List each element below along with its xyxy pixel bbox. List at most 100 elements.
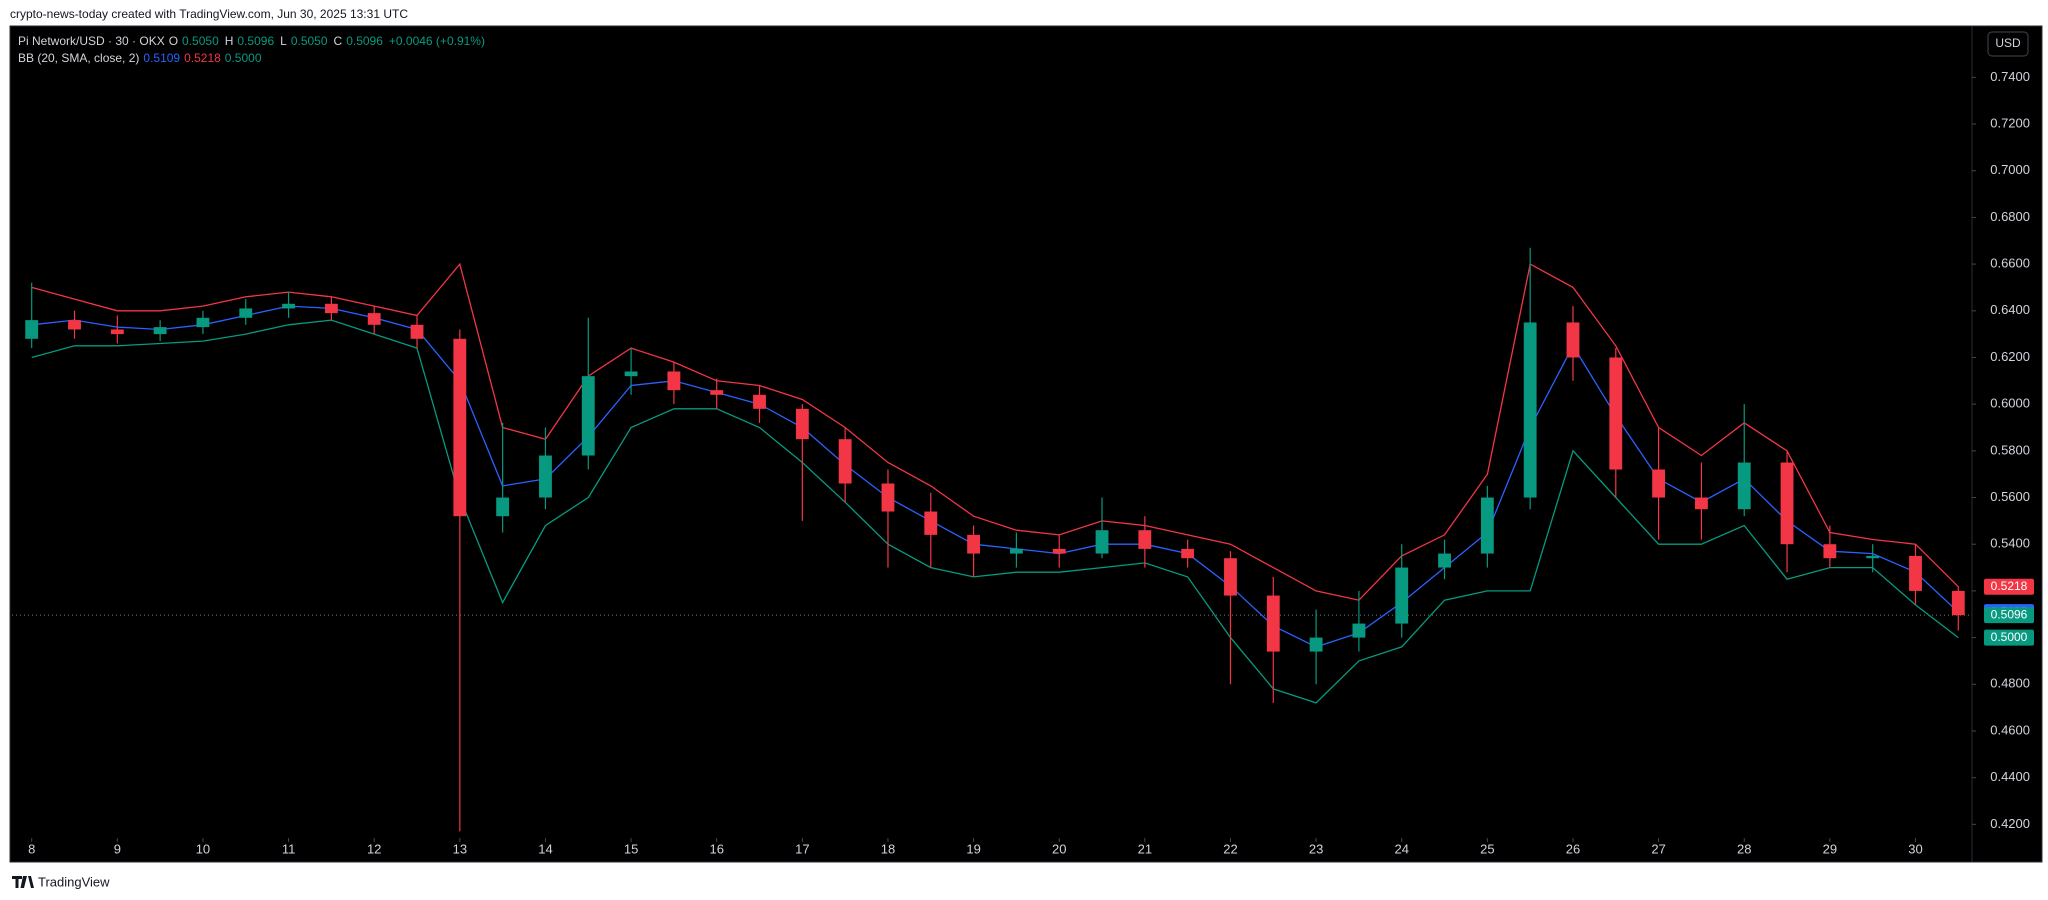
candle-body: [1823, 544, 1837, 559]
candle-body: [1309, 637, 1323, 652]
x-tick-label: 15: [624, 841, 638, 856]
candle-body: [410, 324, 424, 339]
y-tick-label: 0.4400: [1990, 769, 2030, 784]
price-tag: [1984, 578, 2034, 595]
candle-body: [25, 320, 39, 339]
candle-body: [68, 320, 81, 330]
candle-body: [1951, 590, 1965, 616]
chart-frame: [9, 25, 2043, 863]
legend-row: Pi Network/USD · 30 · OKX O 0.5050 H 0.5096 L…: [18, 33, 491, 50]
candle-body: [1609, 357, 1623, 470]
candle-body: [753, 394, 766, 409]
band-middle: [31, 305, 1959, 648]
candle-body: [539, 455, 552, 498]
price-tag-label: 0.5218: [1991, 579, 2028, 593]
candle-body: [1566, 322, 1580, 358]
x-tick-label: 17: [795, 841, 809, 856]
candle-body: [881, 483, 895, 512]
candle-body: [1095, 530, 1109, 554]
candle-body: [324, 303, 338, 314]
candle-body: [196, 317, 210, 328]
y-tick-label: 0.7000: [1990, 162, 2030, 177]
price-tag-label: 0.5096: [1991, 607, 2028, 621]
x-tick-label: 23: [1309, 841, 1323, 856]
ohlc-value: 0.5096: [346, 34, 383, 48]
candle-body: [838, 439, 852, 484]
x-tick-label: 13: [453, 841, 467, 856]
candle-body: [1395, 567, 1409, 624]
legend: Pi Network/USD · 30 · OKX O 0.5050 H 0.5096 L…: [18, 33, 491, 67]
candle-body: [1052, 548, 1066, 554]
currency-button[interactable]: [1987, 31, 2029, 57]
ohlc-value: 0.5050: [182, 34, 219, 48]
x-tick-label: 28: [1737, 841, 1751, 856]
candle-body: [581, 376, 595, 456]
ohlc-value: 0.5050: [290, 34, 328, 48]
x-tick-label: 10: [196, 841, 210, 856]
x-tick-label: 12: [367, 841, 381, 856]
x-tick-label: 8: [28, 841, 35, 856]
y-tick-label: 0.7400: [1990, 69, 2030, 84]
candle-body: [282, 303, 295, 309]
y-tick-label: 0.4800: [1990, 676, 2030, 691]
x-tick-label: 22: [1223, 841, 1237, 856]
x-tick-label: 9: [114, 841, 121, 856]
indicator-value: 0.5109: [143, 51, 181, 65]
symbol: Pi Network/USD · 30 · OKX: [18, 34, 165, 48]
x-tick-label: 18: [881, 841, 895, 856]
candle-body: [710, 390, 724, 395]
price-tag: [1984, 629, 2034, 646]
x-tick-label: 21: [1138, 841, 1152, 856]
candle-body: [624, 371, 638, 377]
ohlc-label: L: [280, 34, 287, 48]
legend-row: BB (20, SMA, close, 2) 0.5109 0.5218 0.5000: [18, 50, 491, 67]
candle-body: [110, 329, 124, 335]
y-tick-label: 0.4200: [1990, 816, 2030, 831]
candle-body: [1009, 548, 1023, 554]
candle-body: [1266, 595, 1280, 652]
price-tag-label: 0.5000: [1991, 630, 2028, 644]
band-upper: [31, 262, 1959, 601]
y-tick-label: 0.6600: [1990, 256, 2030, 271]
candle-body: [1352, 623, 1366, 638]
candle-body: [1737, 462, 1751, 510]
x-tick-label: 24: [1394, 841, 1408, 856]
currency[interactable]: USD: [1995, 36, 2021, 50]
candle-body: [367, 313, 381, 325]
candle-body: [1438, 553, 1451, 568]
x-tick-label: 16: [709, 841, 723, 856]
y-tick-label: 0.7200: [1990, 115, 2030, 130]
ohlc-label: H: [224, 34, 234, 48]
candle-body: [667, 371, 681, 391]
indicator-value: 0.5218: [184, 51, 221, 65]
candle-body: [1694, 497, 1708, 510]
candle-body: [1523, 322, 1537, 498]
candle-body: [924, 511, 938, 535]
footer-logo: [12, 876, 34, 888]
attribution: crypto-news-today created with TradingVi…: [10, 7, 408, 21]
x-tick-label: 30: [1908, 841, 1922, 856]
x-tick-label: 19: [966, 841, 980, 856]
x-tick-label: 26: [1566, 841, 1580, 856]
candle-body: [967, 534, 981, 554]
band-lower: [31, 319, 1959, 704]
ohlc-label: C: [333, 34, 343, 48]
candle-body: [453, 338, 467, 517]
y-tick-label: 0.5400: [1990, 536, 2030, 551]
x-tick-label: 11: [282, 841, 296, 856]
y-tick-label: 0.4600: [1990, 722, 2030, 737]
candle-body: [1652, 469, 1666, 498]
plot: 0.42000.44000.46000.48000.50000.52000.54…: [12, 69, 2030, 856]
y-tick-label: 0.6800: [1990, 209, 2030, 224]
change: +0.0046 (+0.91%): [388, 34, 485, 48]
candle-body: [239, 308, 253, 318]
y-tick-label: 0.6200: [1990, 349, 2030, 364]
candle-body: [1909, 555, 1922, 591]
candle-body: [1181, 548, 1195, 559]
ohlc-value: 0.5096: [237, 34, 275, 48]
candle-body: [153, 327, 167, 335]
candle-body: [1224, 558, 1237, 596]
y-tick-label: 0.5600: [1990, 489, 2030, 504]
